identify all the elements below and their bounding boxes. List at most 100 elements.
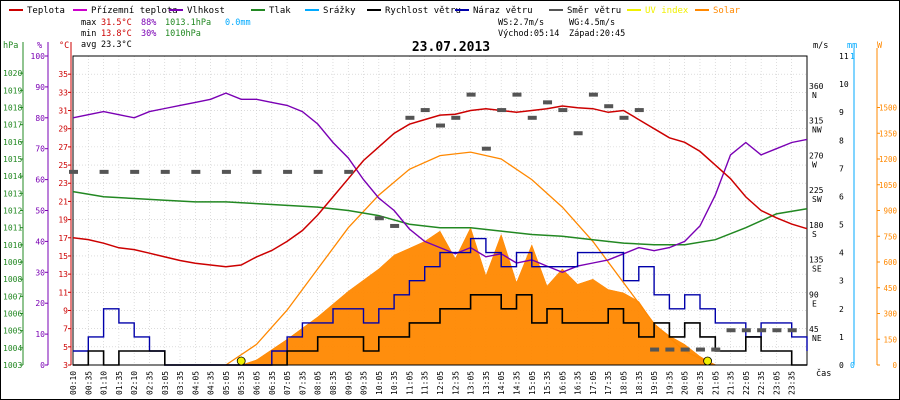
temp-tick-4: 11: [58, 288, 68, 297]
dir-unit: m/s: [813, 41, 828, 51]
ms-tick-10: 10: [839, 80, 849, 89]
x-tick-23: 11:35: [421, 371, 430, 395]
wind-dir-mark-22: [558, 108, 568, 113]
x-tick-40: 20:05: [681, 371, 690, 395]
x-tick-44: 22:05: [742, 371, 751, 395]
hpa-tick-0: 1003: [3, 361, 22, 370]
wind-dir-mark-13: [420, 108, 430, 113]
x-tick-42: 21:05: [711, 371, 720, 395]
hum-tick-10: 100: [31, 52, 46, 61]
w-tick-6: 900: [883, 207, 897, 216]
x-tick-43: 21:35: [727, 371, 736, 395]
wind-dir-mark-10: [374, 216, 384, 221]
w-unit: W: [877, 41, 883, 51]
hpa-tick-6: 1009: [3, 258, 22, 267]
legend-label-5: Rychlost větru: [385, 6, 461, 16]
mm-unit: mm: [847, 41, 857, 51]
x-tick-25: 12:35: [451, 371, 460, 395]
x-tick-13: 06:35: [268, 371, 277, 395]
x-tick-2: 01:10: [100, 371, 109, 395]
ms-tick-9: 9: [839, 108, 844, 117]
hpa-tick-15: 1018: [3, 104, 22, 113]
stat-min-press: 1010hPa: [165, 29, 201, 39]
temp-unit: °C: [59, 41, 69, 51]
ms-tick-8: 8: [839, 136, 844, 145]
x-tick-9: 04:35: [207, 371, 216, 395]
x-tick-4: 02:10: [130, 371, 139, 395]
wind-dir-mark-21: [543, 100, 553, 105]
x-tick-12: 06:05: [253, 371, 262, 395]
x-tick-26: 13:05: [467, 371, 476, 395]
wind-dir-mark-0: [69, 169, 78, 174]
x-tick-17: 08:35: [329, 371, 338, 395]
ms-tick-6: 6: [839, 192, 844, 201]
stat-max-temp: 31.5°C: [101, 18, 132, 28]
x-tick-33: 16:35: [574, 371, 583, 395]
wind-dir-mark-24: [588, 92, 598, 97]
uv-marker-0: [236, 356, 246, 366]
legend-label-9: Solar: [713, 6, 741, 16]
w-tick-2: 300: [883, 310, 897, 319]
uv-marker-1: [703, 356, 713, 366]
x-tick-38: 19:05: [650, 371, 659, 395]
ms-tick-4: 4: [839, 249, 844, 258]
stat-avg-temp: 23.3°C: [101, 40, 132, 50]
x-tick-39: 19:35: [665, 371, 674, 395]
ms-tick-0: 0: [839, 361, 844, 370]
w-tick-7: 1050: [879, 181, 898, 190]
temp-tick-10: 23: [58, 179, 68, 188]
hum-tick-3: 30: [35, 268, 45, 277]
dir-deg-1: 315: [809, 117, 824, 126]
x-axis-label: čas: [816, 368, 831, 379]
hum-tick-8: 80: [35, 114, 45, 123]
temperature-line: [72, 105, 808, 268]
hum-tick-1: 10: [35, 330, 45, 339]
x-tick-6: 03:05: [161, 371, 170, 395]
x-tick-34: 17:05: [589, 371, 598, 395]
wind-dir-mark-30: [680, 347, 690, 352]
dir-deg-2: 270: [809, 151, 824, 160]
hum-tick-5: 50: [35, 207, 45, 216]
stat-min-temp: 13.8°C: [101, 29, 132, 39]
stat-avg-label: avg: [81, 40, 96, 50]
w-tick-10: 1500: [879, 104, 898, 113]
x-tick-11: 05:35: [237, 371, 246, 395]
dir-letter-7: NE: [812, 334, 822, 343]
dir-letter-5: SE: [812, 265, 822, 274]
legend-label-8: UV index: [645, 6, 689, 16]
dir-letter-4: S: [812, 230, 817, 239]
hum-tick-6: 60: [35, 176, 45, 185]
stat-max-hum: 88%: [141, 18, 156, 28]
wind-dir-mark-18: [497, 108, 507, 113]
wind-dir-mark-23: [573, 131, 583, 136]
temp-tick-11: 25: [58, 161, 68, 170]
x-tick-47: 23:35: [788, 371, 797, 395]
x-tick-37: 18:35: [635, 371, 644, 395]
ms-tick-2: 2: [839, 305, 844, 314]
hpa-tick-4: 1007: [3, 292, 22, 301]
temp-tick-12: 27: [58, 143, 68, 152]
hum-tick-9: 90: [35, 83, 45, 92]
wind-dir-mark-25: [604, 104, 614, 109]
hpa-tick-16: 1019: [3, 86, 22, 95]
dir-deg-6: 90: [809, 290, 819, 299]
x-tick-30: 15:05: [528, 371, 537, 395]
hum-tick-4: 40: [35, 237, 45, 246]
x-tick-19: 09:35: [360, 371, 369, 395]
hpa-tick-7: 1010: [3, 241, 22, 250]
wind-dir-mark-8: [313, 169, 323, 174]
hum-tick-7: 70: [35, 145, 45, 154]
stat-min-label: min: [81, 29, 96, 39]
x-tick-27: 13:35: [482, 371, 491, 395]
x-tick-21: 10:35: [390, 371, 399, 395]
hum-tick-2: 20: [35, 299, 45, 308]
temp-tick-0: 3: [63, 361, 68, 370]
temp-tick-15: 33: [58, 88, 68, 97]
stat-max-label: max: [81, 18, 96, 28]
stat-ws: WS:2.7m/s: [498, 18, 544, 28]
x-tick-32: 16:05: [558, 371, 567, 395]
stat-min-hum: 30%: [141, 29, 156, 39]
hpa-tick-17: 1020: [3, 69, 22, 78]
wind-dir-mark-28: [650, 347, 660, 352]
wind-dir-mark-27: [634, 108, 644, 113]
